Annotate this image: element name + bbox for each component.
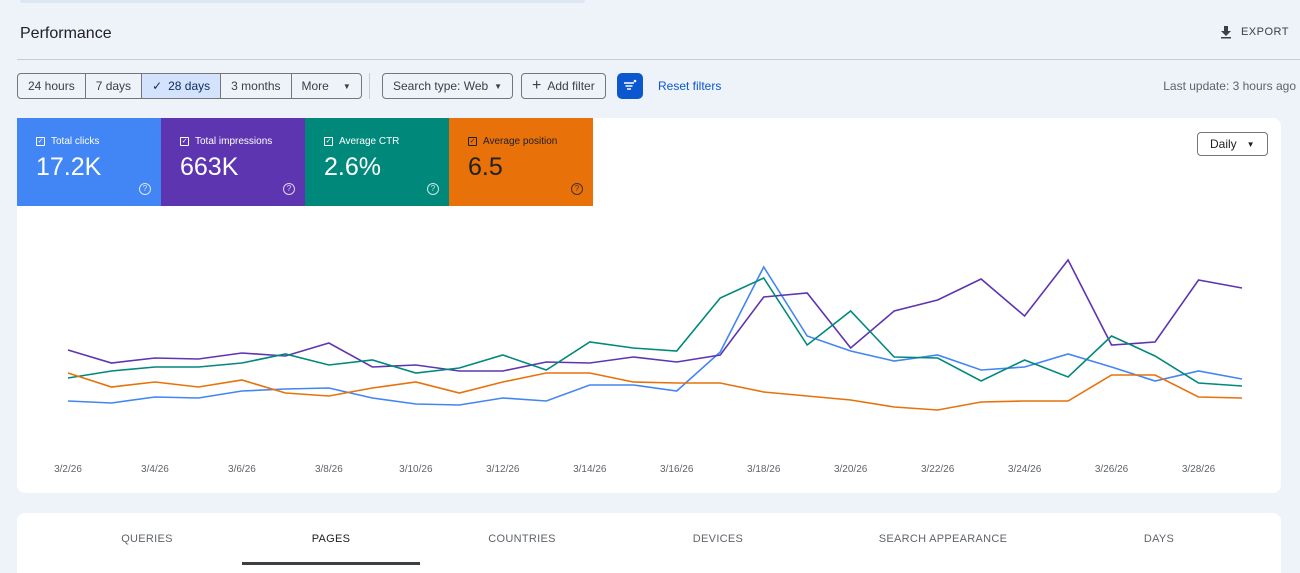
x-tick-label: 3/16/26 [660, 464, 694, 475]
granularity-label: Daily [1210, 137, 1237, 151]
help-icon: ? [427, 183, 439, 195]
tab[interactable]: DEVICES [692, 533, 744, 545]
x-tick-label: 3/20/26 [834, 464, 868, 475]
checkbox: ✓ [36, 137, 45, 146]
search-type-button[interactable]: Search type: Web ▼ [382, 73, 514, 99]
help-icon: ? [283, 183, 295, 195]
range-button[interactable]: 7 days [86, 74, 143, 98]
x-tick-label: 3/14/26 [573, 464, 607, 475]
add-filter-label: Add filter [547, 79, 595, 93]
range-label: 3 months [231, 79, 281, 93]
help-icon: ? [571, 183, 583, 195]
metric-label-row: ✓ Total clicks [36, 136, 161, 147]
x-tick-label: 3/12/26 [486, 464, 520, 475]
range-button[interactable]: 24 hours [18, 74, 86, 98]
last-update: Last update: 3 hours ago [1163, 79, 1296, 93]
metric-label-row: ✓ Average CTR [324, 136, 449, 147]
x-tick-label: 3/8/26 [315, 464, 343, 475]
download-icon [1220, 26, 1231, 39]
date-range-group: 24 hours 7 days ✓ 28 days 3 months More ▼ [17, 73, 362, 99]
range-label: 28 days [168, 79, 211, 93]
series-line [67, 258, 1243, 372]
x-tick-label: 3/28/26 [1182, 464, 1216, 475]
range-label: 24 hours [28, 79, 75, 93]
x-tick-label: 3/2/26 [54, 464, 82, 475]
metric-value: 2.6% [324, 153, 381, 181]
metric-tile[interactable]: ✓ Average CTR 2.6%? [305, 118, 449, 206]
range-button[interactable]: More ▼ [292, 74, 361, 98]
checkbox: ✓ [324, 137, 333, 146]
metric-name: Total clicks [51, 136, 100, 147]
reset-filters-link[interactable]: Reset filters [658, 79, 722, 93]
tab[interactable]: COUNTRIES [488, 533, 556, 545]
x-tick-label: 3/26/26 [1095, 464, 1129, 475]
search-bar-edge [20, 0, 585, 3]
x-tick-label: 3/6/26 [228, 464, 256, 475]
filter-icon [624, 79, 637, 90]
metric-label-row: ✓ Total impressions [180, 136, 305, 147]
metric-name: Average position [483, 136, 558, 147]
metric-value: 17.2K [36, 153, 102, 181]
checkbox: ✓ [468, 137, 477, 146]
x-tick-label: 3/22/26 [921, 464, 955, 475]
check-icon: ✓ [152, 79, 163, 93]
series-line [67, 276, 1243, 387]
metric-tile[interactable]: ✓ Total clicks 17.2K? [17, 118, 161, 206]
tab[interactable]: PAGES [311, 533, 351, 545]
metric-tile[interactable]: ✓ Total impressions 663K? [161, 118, 305, 206]
metric-name: Total impressions [195, 136, 273, 147]
x-tick-label: 3/10/26 [399, 464, 433, 475]
range-label: More [301, 79, 329, 93]
tab[interactable]: QUERIES [121, 533, 173, 545]
x-tick-label: 3/4/26 [141, 464, 169, 475]
x-tick-label: 3/24/26 [1008, 464, 1042, 475]
tab[interactable]: DAYS [1143, 533, 1175, 545]
divider [17, 59, 1300, 60]
range-button[interactable]: ✓ 28 days [142, 74, 222, 98]
help-icon: ? [139, 183, 151, 195]
granularity-dropdown[interactable]: Daily ▼ [1197, 132, 1268, 156]
series-line [67, 372, 1243, 411]
chart: 3/2/26 3/4/26 3/6/26 3/8/26 3/10/26 3/12/26 3/… [54, 258, 1243, 475]
range-label: 7 days [95, 79, 132, 93]
range-button[interactable]: 3 months [221, 74, 292, 98]
metric-tile[interactable]: ✓ Average position 6.5? [449, 118, 593, 206]
metric-value: 663K [180, 153, 239, 181]
export-button[interactable]: EXPORT [1219, 25, 1289, 39]
tab-underline [242, 562, 420, 565]
series-line [67, 265, 1243, 406]
metric-name: Average CTR [339, 136, 400, 147]
tab-bar [17, 513, 1281, 573]
add-filter-button[interactable]: + Add filter [521, 73, 606, 99]
page-title: Performance [20, 25, 112, 42]
caret: ▼ [342, 81, 351, 91]
export-label: EXPORT [1240, 26, 1289, 38]
search-type-label: Search type: Web [393, 79, 489, 93]
divider [369, 73, 370, 99]
x-tick-label: 3/18/26 [747, 464, 781, 475]
filter-icon-button[interactable] [617, 73, 643, 99]
tab[interactable]: SEARCH APPEARANCE [878, 533, 1008, 545]
metric-label-row: ✓ Average position [468, 136, 593, 147]
checkbox: ✓ [180, 137, 189, 146]
metric-value: 6.5 [468, 153, 503, 181]
